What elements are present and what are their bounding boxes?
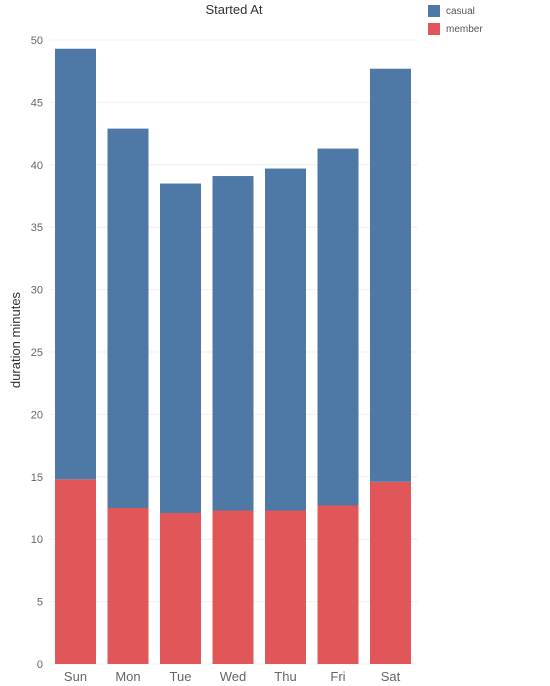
bar-member-fri[interactable] xyxy=(317,505,359,664)
y-tick-label: 45 xyxy=(31,97,43,109)
bar-casual-wed[interactable] xyxy=(212,176,254,511)
y-tick-label: 30 xyxy=(31,285,43,297)
bar-casual-tue[interactable] xyxy=(160,183,201,513)
legend-item-member[interactable]: member xyxy=(428,20,483,38)
chart-title: Started At xyxy=(205,2,262,17)
legend-swatch-casual xyxy=(428,5,440,17)
bars xyxy=(55,48,411,664)
bar-member-thu[interactable] xyxy=(265,510,306,664)
y-tick-label: 50 xyxy=(31,35,43,47)
y-tick-label: 0 xyxy=(37,659,43,671)
y-tick-label: 15 xyxy=(31,472,43,484)
y-tick-label: 10 xyxy=(31,534,43,546)
x-tick-label: Sat xyxy=(381,669,401,684)
x-tick-label: Tue xyxy=(170,669,192,684)
bar-casual-thu[interactable] xyxy=(265,168,306,511)
y-axis-ticks: 0 5 10 15 20 25 30 35 40 45 50 xyxy=(31,35,43,671)
y-tick-label: 40 xyxy=(31,160,43,172)
y-axis-label: duration minutes xyxy=(8,291,23,388)
x-axis-ticks: Sun Mon Tue Wed Thu Fri Sat xyxy=(64,669,401,684)
x-tick-label: Thu xyxy=(274,669,296,684)
bar-member-mon[interactable] xyxy=(107,508,149,664)
y-tick-label: 35 xyxy=(31,222,43,234)
bar-member-wed[interactable] xyxy=(212,510,254,664)
bar-casual-fri[interactable] xyxy=(317,148,359,506)
legend-item-casual[interactable]: casual xyxy=(428,2,483,20)
legend-swatch-member xyxy=(428,23,440,35)
y-tick-label: 5 xyxy=(37,597,43,609)
bar-casual-mon[interactable] xyxy=(107,128,149,508)
bar-member-sun[interactable] xyxy=(55,479,96,664)
bar-member-sat[interactable] xyxy=(370,481,411,664)
x-tick-label: Wed xyxy=(220,669,247,684)
bar-casual-sun[interactable] xyxy=(55,48,96,480)
y-tick-label: 25 xyxy=(31,347,43,359)
bar-member-tue[interactable] xyxy=(160,512,201,664)
bar-casual-sat[interactable] xyxy=(370,68,411,482)
y-tick-label: 20 xyxy=(31,409,43,421)
legend-label-member: member xyxy=(446,23,483,35)
x-tick-label: Sun xyxy=(64,669,87,684)
legend-label-casual: casual xyxy=(446,5,475,17)
legend: casual member xyxy=(428,2,483,38)
x-tick-label: Fri xyxy=(330,669,345,684)
x-tick-label: Mon xyxy=(115,669,140,684)
